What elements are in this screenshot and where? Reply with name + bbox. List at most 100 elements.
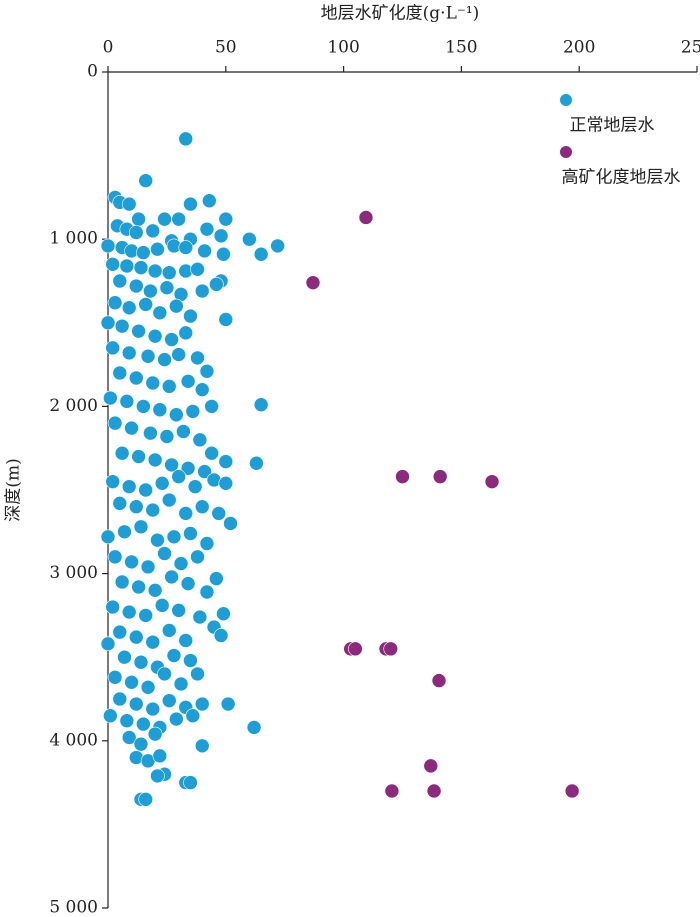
y-tick-label: 2 000 <box>49 396 98 416</box>
point <box>218 312 234 327</box>
point <box>121 604 137 620</box>
point <box>128 629 144 645</box>
point <box>183 196 198 212</box>
point <box>171 603 186 618</box>
point <box>305 275 321 290</box>
point <box>171 469 186 484</box>
x-axis-title: 地层水矿化度(g·L⁻¹) <box>321 4 480 24</box>
point <box>194 499 210 515</box>
point <box>348 641 363 657</box>
point <box>114 318 130 334</box>
point <box>157 546 172 561</box>
point <box>197 243 212 259</box>
y-tick-label: 5 000 <box>49 898 98 914</box>
point <box>194 738 210 754</box>
point <box>270 238 285 254</box>
point <box>209 277 224 292</box>
point <box>128 696 144 712</box>
point <box>138 608 153 623</box>
point <box>121 196 137 212</box>
x-tick-label: 200 <box>563 38 595 58</box>
point <box>223 516 238 531</box>
point <box>157 666 172 682</box>
point <box>358 210 374 225</box>
point <box>154 598 170 613</box>
point <box>152 748 168 764</box>
point <box>180 374 196 389</box>
point <box>100 315 116 331</box>
point <box>253 397 269 413</box>
point <box>178 131 194 147</box>
point <box>147 726 163 742</box>
point <box>169 407 184 423</box>
point <box>161 623 177 638</box>
point <box>119 258 135 274</box>
point <box>157 211 172 227</box>
point <box>192 432 208 448</box>
point <box>105 474 121 489</box>
point <box>147 583 163 598</box>
point <box>147 328 163 344</box>
point <box>103 390 118 406</box>
point <box>145 223 161 239</box>
point <box>159 429 175 444</box>
point <box>213 228 229 244</box>
point <box>194 283 210 299</box>
point <box>136 716 151 732</box>
point <box>105 256 121 272</box>
point <box>173 556 189 571</box>
point <box>107 295 123 311</box>
point <box>131 211 146 227</box>
point <box>112 273 128 289</box>
point <box>138 173 153 188</box>
point <box>176 424 191 439</box>
y-axis-title: 深度(m) <box>4 458 24 521</box>
point <box>128 278 144 294</box>
point <box>194 382 210 397</box>
x-tick-label: 0 <box>103 38 114 58</box>
point <box>173 676 189 692</box>
point <box>128 225 144 240</box>
point <box>192 609 208 625</box>
point <box>119 394 135 409</box>
point <box>112 624 128 640</box>
point <box>218 454 234 469</box>
point <box>190 666 205 682</box>
point <box>138 297 153 312</box>
y-tick-label: 0 <box>87 62 98 82</box>
point <box>216 246 231 262</box>
legend-marker <box>560 94 572 106</box>
point <box>121 479 137 494</box>
point <box>140 679 156 695</box>
point <box>157 352 172 367</box>
point <box>197 464 212 479</box>
point <box>133 736 149 752</box>
point <box>136 399 151 414</box>
point <box>242 231 257 247</box>
point <box>114 574 130 590</box>
legend-label: 正常地层水 <box>570 116 655 136</box>
point <box>154 476 170 491</box>
point <box>124 554 139 570</box>
point <box>161 693 177 708</box>
point <box>190 549 205 565</box>
point <box>183 775 198 790</box>
point <box>204 445 219 461</box>
point <box>147 263 163 279</box>
point <box>121 300 137 316</box>
point <box>152 402 168 418</box>
point <box>246 720 262 735</box>
point <box>150 241 165 257</box>
point <box>145 375 161 391</box>
point <box>133 654 149 670</box>
point <box>143 283 158 299</box>
point <box>166 648 182 663</box>
point <box>128 499 144 515</box>
point <box>384 783 400 799</box>
y-tick-label: 4 000 <box>49 730 98 750</box>
point <box>185 708 201 724</box>
point <box>107 549 123 565</box>
point <box>564 783 580 799</box>
point <box>133 519 149 535</box>
point <box>209 571 224 586</box>
